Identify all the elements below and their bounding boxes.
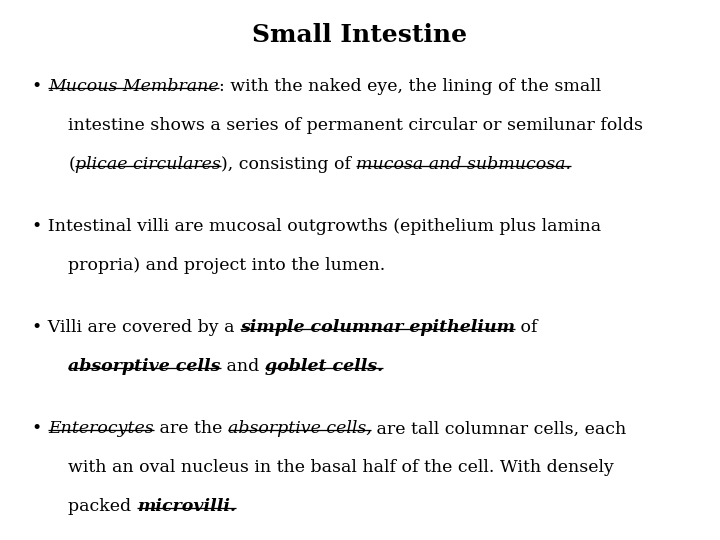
Text: •: • xyxy=(32,421,48,437)
Text: absorptive cells: absorptive cells xyxy=(68,358,221,375)
Text: Small Intestine: Small Intestine xyxy=(253,23,467,46)
Text: • Intestinal villi are mucosal outgrowths (epithelium plus lamina: • Intestinal villi are mucosal outgrowth… xyxy=(32,218,601,235)
Text: absorptive cells,: absorptive cells, xyxy=(228,421,372,437)
Text: with an oval nucleus in the basal half of the cell. With densely: with an oval nucleus in the basal half o… xyxy=(68,460,614,476)
Text: : with the naked eye, the lining of the small: : with the naked eye, the lining of the … xyxy=(219,78,601,95)
Text: goblet cells.: goblet cells. xyxy=(264,358,382,375)
Text: mucosa and submucosa.: mucosa and submucosa. xyxy=(356,156,572,173)
Text: Mucous Membrane: Mucous Membrane xyxy=(48,78,219,95)
Text: simple columnar epithelium: simple columnar epithelium xyxy=(240,319,516,336)
Text: and: and xyxy=(221,358,264,375)
Text: microvilli.: microvilli. xyxy=(137,498,236,515)
Text: of: of xyxy=(516,319,538,336)
Text: •: • xyxy=(32,78,48,95)
Text: intestine shows a series of permanent circular or semilunar folds: intestine shows a series of permanent ci… xyxy=(68,117,644,134)
Text: (: ( xyxy=(68,156,75,173)
Text: ), consisting of: ), consisting of xyxy=(221,156,356,173)
Text: are the: are the xyxy=(154,421,228,437)
Text: plicae circulares: plicae circulares xyxy=(75,156,221,173)
Text: Enterocytes: Enterocytes xyxy=(48,421,154,437)
Text: packed: packed xyxy=(68,498,137,515)
Text: • Villi are covered by a: • Villi are covered by a xyxy=(32,319,240,336)
Text: propria) and project into the lumen.: propria) and project into the lumen. xyxy=(68,257,386,274)
Text: are tall columnar cells, each: are tall columnar cells, each xyxy=(372,421,626,437)
